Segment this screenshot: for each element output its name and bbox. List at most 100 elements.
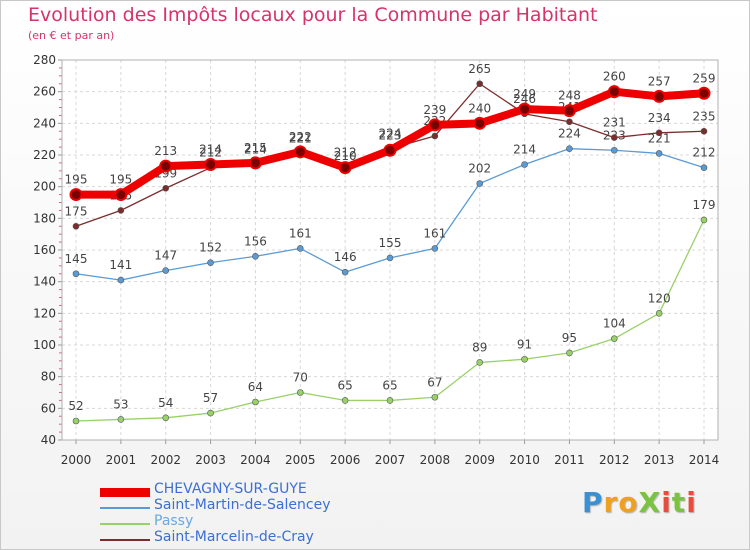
data-label: 120	[648, 291, 671, 305]
data-label: 65	[382, 378, 397, 392]
data-point	[473, 116, 487, 130]
data-point	[162, 267, 170, 274]
data-point	[521, 161, 528, 168]
y-tick-label: 60	[41, 401, 56, 415]
data-label: 246	[513, 92, 536, 106]
data-label: 179	[693, 198, 716, 212]
data-point	[162, 414, 170, 422]
data-point	[69, 188, 83, 202]
data-label: 195	[109, 173, 132, 187]
data-label: 175	[65, 204, 88, 218]
y-tick-label: 80	[41, 370, 56, 384]
data-label: 155	[379, 236, 402, 250]
data-label: 260	[603, 70, 626, 84]
data-label: 202	[468, 162, 491, 176]
data-label: 234	[648, 111, 671, 125]
data-label: 248	[558, 89, 581, 103]
data-point	[610, 335, 618, 342]
x-tick-label: 2012	[599, 453, 630, 467]
data-label: 65	[338, 378, 353, 392]
x-tick-label: 2007	[375, 453, 406, 467]
y-tick-label: 180	[33, 211, 56, 225]
legend-swatch	[100, 487, 150, 497]
data-label: 212	[334, 146, 357, 160]
x-tick-label: 2010	[509, 453, 540, 467]
data-label: 231	[603, 116, 626, 130]
data-point	[476, 180, 484, 187]
y-tick-label: 260	[33, 85, 56, 99]
data-point	[72, 270, 80, 278]
x-tick-label: 2008	[420, 453, 451, 467]
data-point	[610, 146, 618, 154]
y-tick-label: 120	[33, 306, 56, 320]
data-label: 224	[379, 127, 402, 141]
data-label: 146	[334, 250, 357, 264]
x-tick-label: 2005	[285, 453, 316, 467]
data-point	[610, 134, 618, 141]
data-point	[521, 355, 528, 363]
data-point	[341, 268, 349, 276]
data-point	[338, 161, 352, 175]
data-label: 195	[65, 173, 88, 187]
data-label: 95	[562, 331, 577, 345]
data-point	[162, 184, 170, 192]
chart-title: Evolution des Impôts locaux pour la Comm…	[28, 4, 598, 26]
data-label: 214	[513, 143, 536, 157]
legend-item: Passy	[100, 513, 420, 532]
data-label: 212	[693, 146, 716, 160]
data-point	[341, 397, 349, 404]
line-chart: 40 60 80 100 120 140 160 180 200 220 240 260 280 2000…	[33, 53, 720, 467]
data-label: 235	[693, 109, 716, 123]
data-label: 224	[558, 127, 581, 141]
x-tick-label: 2000	[61, 453, 92, 467]
x-tick-label: 2003	[195, 453, 226, 467]
data-label: 104	[603, 317, 626, 331]
legend-swatch	[100, 539, 150, 541]
data-label: 89	[472, 340, 487, 354]
data-point	[655, 310, 663, 317]
data-label: 213	[154, 144, 177, 158]
data-point	[117, 207, 125, 214]
data-point	[652, 89, 666, 103]
data-point	[655, 129, 663, 137]
data-label: 212	[199, 146, 222, 160]
data-point	[562, 104, 576, 118]
data-label: 145	[65, 252, 88, 266]
legend-label: Saint-Martin-de-Salencey	[154, 497, 331, 513]
chart-subtitle: (en € et par an)	[28, 29, 115, 42]
data-label: 223	[379, 128, 402, 142]
data-point	[293, 145, 307, 159]
data-point	[697, 86, 711, 100]
data-label: 257	[648, 74, 671, 88]
data-label: 152	[199, 241, 222, 255]
y-tick-label: 240	[33, 116, 56, 130]
data-label: 70	[293, 371, 308, 385]
data-label: 259	[693, 71, 716, 85]
data-point	[566, 145, 573, 152]
data-point	[117, 276, 125, 284]
data-point	[476, 80, 484, 88]
data-label: 67	[427, 375, 442, 389]
x-tick-label: 2014	[689, 453, 720, 467]
x-tick-label: 2009	[464, 453, 495, 467]
plot-border	[61, 59, 719, 441]
data-point	[518, 102, 532, 116]
legend-item: CHEVAGNY-SUR-GUYE	[100, 481, 420, 500]
y-tick-label: 200	[33, 180, 56, 194]
legend-swatch	[100, 507, 150, 509]
y-tick-label: 100	[33, 338, 56, 352]
legend-swatch	[100, 523, 150, 525]
legend-label: Saint-Marcelin-de-Cray	[154, 529, 314, 545]
data-label: 222	[289, 130, 312, 144]
data-label: 91	[517, 337, 532, 351]
data-point	[296, 389, 304, 396]
data-label: 54	[158, 396, 173, 410]
data-point	[428, 118, 442, 132]
data-point	[248, 156, 262, 170]
data-point	[296, 245, 304, 252]
data-label: 240	[468, 101, 491, 115]
data-label: 141	[109, 258, 132, 272]
data-point	[204, 158, 218, 171]
data-point	[607, 85, 621, 99]
y-tick-label: 40	[41, 433, 56, 447]
